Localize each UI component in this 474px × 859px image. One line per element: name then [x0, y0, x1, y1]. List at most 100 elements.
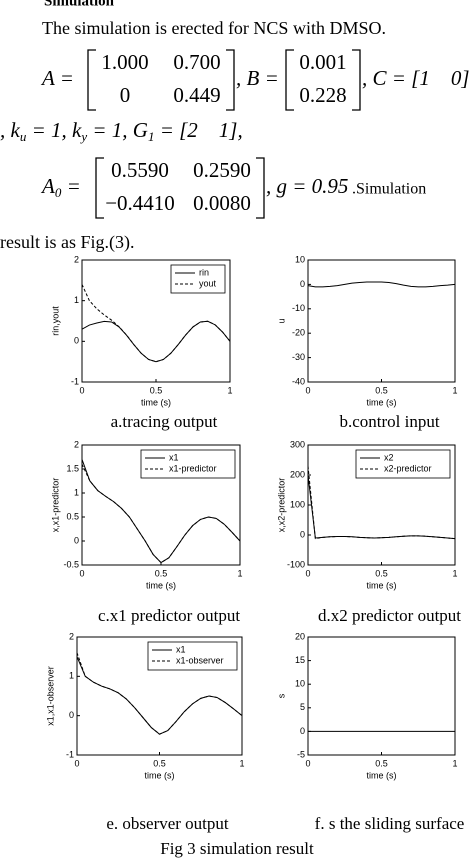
eq-b-label: , B = [236, 66, 279, 90]
y-axis-label: x,x2-predictor [276, 478, 286, 533]
y-tick-label: 0 [300, 529, 305, 539]
eq-g: , g = 0.95 [266, 174, 348, 198]
x-tick-label: 0 [305, 385, 310, 395]
eq-sub: 0 [55, 185, 62, 200]
eq-part: G [133, 118, 148, 142]
eq-sub: u [20, 129, 27, 144]
x-tick-label: 1 [227, 385, 232, 395]
x-tick-label: 0.5 [150, 385, 163, 395]
x-tick-label: 0.5 [375, 385, 388, 395]
y-axis-label: u [276, 318, 286, 323]
y-tick-label: 200 [290, 469, 305, 479]
legend-box [140, 449, 236, 479]
eq-part: k [72, 118, 82, 142]
x-tick-label: 0 [74, 758, 79, 768]
y-tick-label: 1.5 [66, 463, 79, 473]
y-tick-label: 15 [295, 655, 305, 665]
matrix-entry: 1.000 [101, 50, 148, 74]
x-tick-label: 1 [239, 758, 244, 768]
matrix-entry: 0.5590 [111, 158, 169, 182]
x-axis-label: time (s) [141, 397, 171, 407]
x-tick-label: 1 [452, 758, 457, 768]
matrix-entry: 0.0080 [193, 191, 251, 215]
x-tick-label: 0 [79, 385, 84, 395]
chart-caption: a.tracing output [111, 412, 218, 431]
figure-caption: Fig 3 simulation result [160, 839, 314, 858]
chart-caption: e. observer output [106, 814, 229, 833]
y-axis-label: x,x1-predictor [50, 478, 60, 533]
x-axis-label: time (s) [367, 397, 397, 407]
y-tick-label: 5 [300, 702, 305, 712]
chart-caption: b.control input [339, 412, 439, 431]
chart-caption: c.x1 predictor output [98, 606, 240, 625]
eq-part: = 1, [87, 118, 133, 142]
y-tick-label: 0 [300, 279, 305, 289]
y-tick-label: 0.5 [66, 511, 79, 521]
y-tick-label: 2 [74, 439, 79, 449]
x-axis-label: time (s) [146, 580, 176, 590]
matrix-entry: 0.228 [299, 83, 346, 107]
bracket [285, 49, 361, 111]
eq3-label: A0 = [40, 174, 81, 200]
legend-label: x2-predictor [384, 463, 432, 473]
x-tick-label: 0 [79, 568, 84, 578]
x-tick-label: 0.5 [375, 758, 388, 768]
x-axis-label: time (s) [145, 770, 175, 780]
legend-label: x1-observer [176, 655, 224, 665]
eq-a-label: A = [40, 66, 74, 90]
bracket [95, 157, 265, 219]
y-tick-label: -20 [292, 328, 305, 338]
y-axis-label: rin,yout [50, 306, 60, 336]
x-tick-label: 0 [305, 568, 310, 578]
x-tick-label: 1 [452, 385, 457, 395]
chart: -40 -30 -20 -10 0 10 0 0.5 1 time (s) u b.control i… [276, 254, 457, 431]
legend-label: yout [199, 278, 217, 288]
legend-box [147, 641, 238, 671]
y-tick-label: 300 [290, 439, 305, 449]
legend-label: x1 [176, 644, 186, 654]
matrix-entry: 0 [120, 83, 131, 107]
x-tick-label: 0.5 [155, 568, 168, 578]
y-tick-label: -1 [71, 376, 79, 386]
intro-line: The simulation is erected for NCS with D… [42, 18, 386, 38]
y-tick-label: 100 [290, 499, 305, 509]
plot-frame [307, 636, 456, 756]
eq-sub: y [79, 129, 87, 144]
y-tick-label: -1 [66, 749, 74, 759]
eq-part: = 1, [26, 118, 72, 142]
eq-tail: .Simulation [352, 181, 426, 198]
matrix-entry: 0.449 [173, 83, 220, 107]
y-tick-label: 2 [69, 631, 74, 641]
section-heading: Simulation [44, 0, 115, 9]
matrix-entry: 0.2590 [193, 158, 251, 182]
y-tick-label: -100 [287, 559, 305, 569]
eq-sub: 1 [148, 129, 155, 144]
y-tick-label: 1 [74, 295, 79, 305]
series-line [307, 465, 456, 540]
x-axis-label: time (s) [367, 770, 397, 780]
y-tick-label: 20 [295, 631, 305, 641]
series-line [76, 652, 243, 735]
eq-part: = [61, 174, 80, 198]
matrix-entry: 0.700 [173, 50, 220, 74]
y-tick-label: 0 [300, 726, 305, 736]
y-tick-label: -10 [292, 303, 305, 313]
series-line [307, 281, 456, 288]
x-tick-label: 1 [237, 568, 242, 578]
x-tick-label: 0.5 [375, 568, 388, 578]
y-tick-label: 0 [69, 710, 74, 720]
y-tick-label: 0 [74, 535, 79, 545]
legend-box [170, 264, 226, 294]
chart-caption: d.x2 predictor output [318, 606, 461, 625]
eq2: , ku = 1, ky = 1, G1 = [2 1], [0, 118, 243, 144]
chart-caption: f. s the sliding surface [315, 814, 465, 833]
x-axis-label: time (s) [367, 580, 397, 590]
bracket [87, 49, 235, 111]
y-tick-label: 1 [74, 487, 79, 497]
